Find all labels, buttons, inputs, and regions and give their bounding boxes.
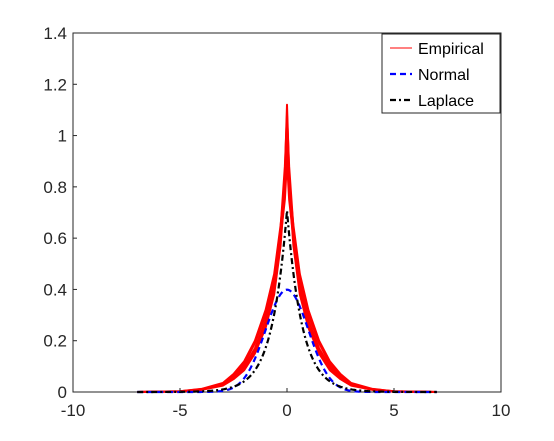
y-tick-label: 1.2 bbox=[43, 75, 67, 94]
x-tick-label: 0 bbox=[282, 401, 291, 420]
y-tick-label: 1.4 bbox=[43, 24, 67, 43]
y-tick-label: 0.2 bbox=[43, 332, 67, 351]
empirical-curve-3 bbox=[137, 160, 437, 393]
y-tick-label: 1 bbox=[58, 127, 67, 146]
empirical-curve-4 bbox=[137, 114, 437, 393]
x-tick-label: 5 bbox=[389, 401, 398, 420]
legend-label-laplace: Laplace bbox=[418, 93, 474, 110]
legend-label-normal: Normal bbox=[418, 67, 470, 84]
y-tick-label: 0.4 bbox=[43, 280, 67, 299]
x-tick-label: 10 bbox=[492, 401, 511, 420]
y-tick-label: 0 bbox=[58, 383, 67, 402]
ticks-layer: -10 -5 0 5 10 0 0.2 0.4 0.6 0.8 1 1.2 1.4 bbox=[43, 24, 510, 420]
x-tick-label: -5 bbox=[172, 401, 187, 420]
legend-label-empirical: Empirical bbox=[418, 41, 484, 58]
series-layer bbox=[137, 103, 437, 394]
legend: Empirical Normal Laplace bbox=[381, 33, 501, 114]
normal-curve bbox=[137, 288, 437, 394]
y-tick-label: 0.6 bbox=[43, 229, 67, 248]
x-tick-label: -10 bbox=[61, 401, 86, 420]
y-tick-label: 0.8 bbox=[43, 178, 67, 197]
